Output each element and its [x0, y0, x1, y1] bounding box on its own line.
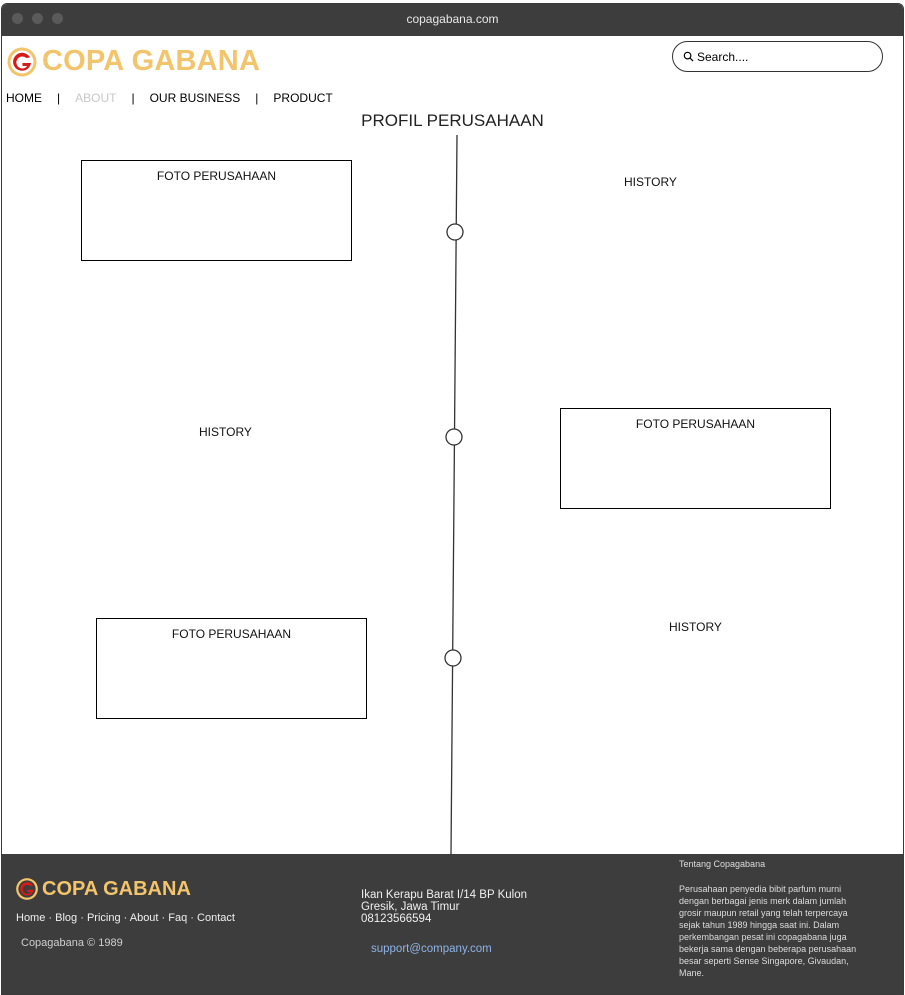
timeline	[444, 134, 464, 855]
page-title: PROFIL PERUSAHAAN	[361, 111, 544, 130]
footer-links: Home · Blog · Pricing · About · Faq · Co…	[16, 912, 235, 924]
nav-separator: |	[255, 91, 259, 105]
footer-phone: 08123566594	[361, 913, 432, 925]
history-text: HISTORY	[669, 620, 722, 634]
close-window-dot[interactable]	[12, 13, 23, 24]
photo-label: FOTO PERUSAHAAN	[635, 417, 756, 431]
company-photo-placeholder: FOTO PERUSAHAAN	[81, 160, 352, 261]
footer-email-link[interactable]: support@company.com	[371, 943, 492, 955]
address-line-2: Gresik, Jawa Timur	[361, 901, 460, 913]
footer-link-pricing[interactable]: Pricing	[86, 912, 121, 924]
footer-link-about[interactable]: About	[129, 912, 159, 924]
footer-address: Ikan Kerapu Barat I/14 BP Kulon Gresik, …	[361, 889, 527, 925]
photo-label: FOTO PERUSAHAAN	[156, 169, 277, 183]
footer-link-separator: ·	[77, 912, 87, 924]
site-footer: COPA GABANA Home · Blog · Pricing · Abou…	[2, 854, 903, 994]
search-icon	[683, 51, 694, 62]
footer-about-text: Perusahaan penyedia bibit parfum murni d…	[679, 884, 857, 978]
minimize-window-dot[interactable]	[32, 13, 43, 24]
address-bar-url[interactable]: copagabana.com	[406, 12, 499, 26]
maximize-window-dot[interactable]	[52, 13, 63, 24]
footer-logo[interactable]: COPA GABANA	[15, 877, 191, 901]
footer-brand-name: COPA GABANA	[42, 877, 191, 900]
main-nav: HOME | ABOUT | OUR BUSINESS | PRODUCT	[6, 91, 333, 105]
site-logo[interactable]: COPA GABANA	[6, 45, 260, 78]
timeline-node	[444, 649, 462, 667]
timeline-node	[445, 428, 463, 446]
footer-link-faq[interactable]: Faq	[168, 912, 188, 924]
footer-link-separator: ·	[187, 912, 198, 924]
footer-link-blog[interactable]: Blog	[55, 912, 78, 924]
search-box[interactable]	[672, 41, 883, 72]
browser-window: copagabana.com COPA GABANA HOME | ABOUT …	[1, 3, 904, 995]
footer-copyright: Copagabana © 1989	[21, 937, 123, 949]
footer-about-title: Tentang Copagabana	[679, 859, 766, 869]
footer-link-separator: ·	[45, 912, 56, 924]
history-text: HISTORY	[199, 425, 252, 439]
nav-home[interactable]: HOME	[6, 91, 42, 105]
logo-g-icon	[7, 47, 37, 76]
footer-link-contact[interactable]: Contact	[197, 912, 235, 924]
footer-link-separator: ·	[158, 912, 169, 924]
footer-link-separator: ·	[120, 912, 130, 924]
search-input[interactable]	[697, 49, 867, 64]
timeline-line	[450, 134, 458, 855]
nav-about[interactable]: ABOUT	[75, 91, 117, 105]
nav-separator: |	[131, 91, 135, 105]
brand-name: COPA GABANA	[42, 45, 261, 77]
timeline-node	[446, 223, 464, 241]
logo-g-icon	[16, 878, 38, 900]
nav-our-business[interactable]: OUR BUSINESS	[149, 91, 241, 105]
company-photo-placeholder: FOTO PERUSAHAAN	[96, 618, 367, 719]
photo-label: FOTO PERUSAHAAN	[171, 627, 292, 641]
nav-product[interactable]: PRODUCT	[273, 91, 333, 105]
nav-separator: |	[57, 91, 61, 105]
history-text: HISTORY	[624, 175, 677, 189]
footer-link-home[interactable]: Home	[16, 912, 46, 924]
browser-titlebar: copagabana.com	[2, 4, 903, 36]
company-photo-placeholder: FOTO PERUSAHAAN	[560, 408, 831, 509]
address-line-1: Ikan Kerapu Barat I/14 BP Kulon	[361, 889, 528, 901]
